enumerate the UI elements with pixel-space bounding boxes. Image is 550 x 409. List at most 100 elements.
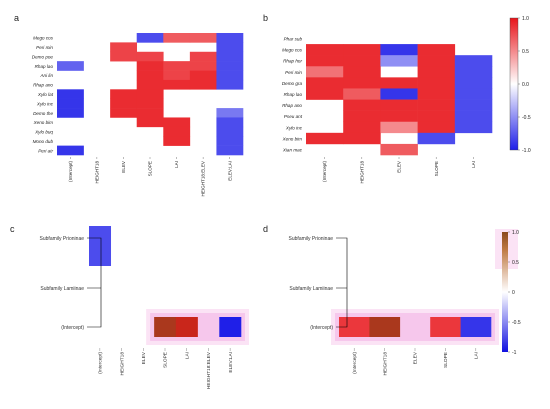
column-label: (Intercept) [98, 352, 104, 374]
heatmap-cell [163, 126, 191, 137]
heatmap-cell [163, 33, 191, 43]
row-label: Xeno bim [33, 120, 54, 125]
column-label: LAI [474, 352, 480, 359]
heatmap-cell [163, 70, 191, 81]
heatmap-cell [163, 136, 191, 146]
column-label: ELEV:LAI [228, 352, 234, 373]
row-label: Peri atr [38, 148, 53, 153]
heatmap-cell [380, 121, 418, 134]
heatmap-cell [216, 117, 244, 128]
heatmap-cell [417, 88, 456, 100]
heatmap-cell [306, 88, 344, 100]
heatmap-cell [216, 108, 244, 118]
heatmap-cell [417, 132, 456, 145]
colorbar-gradient [509, 17, 519, 151]
heatmap-cell [454, 99, 493, 111]
heatmap-cell [136, 89, 164, 99]
colorbar-tick-label: 0 [512, 290, 515, 296]
heatmap-cell [454, 77, 493, 89]
row-label: Peri min [36, 45, 53, 50]
colorbar-tick-label: 1.0 [512, 230, 519, 236]
column-label: HEIGHT18 [119, 352, 125, 376]
panel-letter-c: c [10, 224, 15, 234]
heatmap-cell [417, 44, 456, 56]
colorbar-tick-label: 1.0 [522, 16, 529, 22]
row-label: Xylo buq [34, 130, 53, 135]
colorbar-gradient [502, 232, 508, 352]
heatmap-cell [110, 98, 138, 109]
heatmap-cell [454, 66, 493, 78]
row-label: Mego cos [33, 36, 54, 41]
colorbar-tick-label: -0.5 [522, 115, 531, 121]
heatmap-cell [343, 44, 381, 56]
row-label: Mono dub [33, 139, 54, 144]
heatmap-cell [460, 317, 492, 337]
row-label: Xylo lat [37, 92, 54, 97]
heatmap-cell [216, 42, 244, 53]
column-label: LAI [174, 161, 179, 168]
heatmap-cell [306, 66, 344, 78]
column-label: HEIGHT18 [359, 161, 364, 184]
colorbar-bottom: 1.0 0.5 0 -0.5 -1 [495, 229, 521, 356]
heatmap-cell [189, 51, 217, 62]
column-label: LAI [471, 161, 476, 168]
heatmap-cell [154, 317, 177, 337]
row-label: Rhap lao [35, 64, 54, 69]
column-label: ELEV [141, 351, 147, 364]
heatmap-cell [136, 51, 164, 62]
row-label: Xylo inc [285, 125, 303, 130]
row-label: Xylo inc [36, 101, 54, 106]
heatmap-cell [306, 77, 344, 89]
heatmap-cell [343, 99, 381, 111]
heatmap-cell [343, 121, 381, 134]
column-label: SLOPE [443, 352, 449, 368]
colorbar-tick-label: 0.0 [522, 82, 529, 88]
row-label: Demo poe [32, 54, 54, 59]
heatmap-cell [136, 61, 164, 71]
row-label: Subfamily Lamiinae [40, 286, 84, 292]
heatmap-cell [380, 44, 418, 56]
row-label: (Intercept) [61, 325, 84, 331]
heatmap-cell [189, 33, 217, 43]
column-label: SLOPE [163, 352, 169, 368]
column-label: (Intercept) [68, 161, 73, 182]
tree-bracket [336, 237, 348, 328]
heatmap-cell [163, 79, 191, 90]
heatmap-cell [306, 55, 344, 67]
heatmap-cell [306, 44, 344, 56]
heatmap-cell [417, 77, 456, 89]
heatmap-cell [57, 61, 84, 71]
heatmap-cell [57, 89, 84, 99]
heatmap-cell [343, 77, 381, 89]
heatmap-cell [417, 55, 456, 67]
heatmap-cell [136, 117, 164, 128]
heatmap-cell [380, 88, 418, 100]
heatmap-cell [380, 55, 418, 67]
heatmap-cell [136, 98, 164, 109]
colorbar-tick-label: -1 [512, 350, 517, 356]
column-label: ELEV [413, 351, 419, 364]
row-label: Ani lin [39, 73, 53, 78]
heatmap-cell [216, 79, 244, 90]
heatmap-cell [136, 79, 164, 90]
row-label: Rhap lao [284, 92, 303, 97]
heatmap-cell [175, 317, 198, 337]
heatmap-cell [417, 99, 456, 111]
heatmap-cell [163, 117, 191, 128]
row-label: Rhap ano [33, 83, 53, 88]
row-label: (Intercept) [310, 325, 333, 331]
heatmap-cell [57, 108, 84, 118]
row-label: Demo gra [282, 81, 303, 86]
heatmap-panel-c: Subfamily Prioninae Subfamily Lamiinae (In… [40, 226, 249, 389]
heatmap-cell [219, 317, 242, 337]
row-label: Subfamily Prioninae [40, 236, 85, 242]
column-label: (Intercept) [352, 352, 358, 374]
heatmap-cell [216, 70, 244, 81]
column-label: LAI [184, 352, 190, 359]
column-label: HEIGHT18:ELEV [201, 160, 206, 196]
column-label: HEIGHT18:ELEV [206, 351, 212, 389]
column-label: SLOPE [434, 161, 439, 176]
heatmap-panel-a: Mego cos Peri min Demo poe Rhap lao Ani lin R… [32, 33, 244, 197]
heatmap-cell [216, 51, 244, 62]
colorbar-tick-label: -1.0 [522, 148, 531, 154]
